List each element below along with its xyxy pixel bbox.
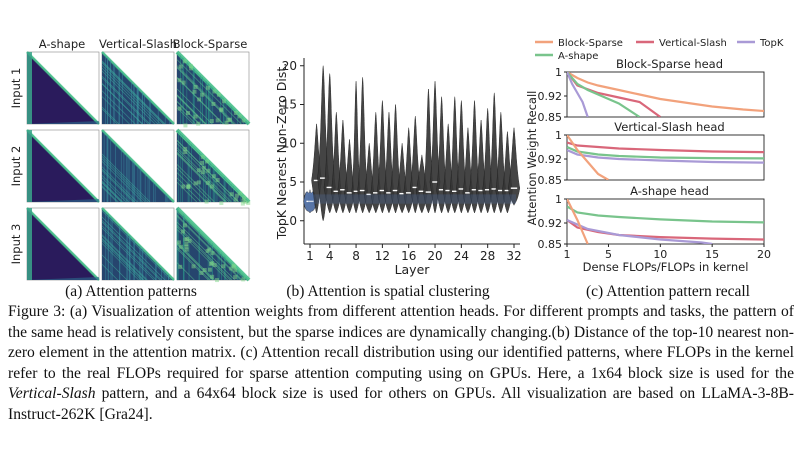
legend-label-a-shape: A-shape	[558, 51, 598, 62]
x-tick-label: 32	[506, 249, 521, 263]
x-tick-label: 20	[427, 249, 442, 263]
heatmap-r3-c3	[175, 206, 251, 283]
y-tick-label: 1	[555, 193, 562, 206]
violin-layer-9	[357, 77, 368, 214]
heatmap-r1-c3	[175, 50, 251, 128]
y-tick-label: 0.85	[538, 111, 563, 124]
x-tick-label: 28	[480, 249, 495, 263]
x-tick-label: 1	[564, 248, 571, 261]
series-topk	[567, 148, 764, 164]
subcaption-a: (a) Attention patterns	[65, 283, 197, 300]
col-label-1: A-shape	[39, 37, 85, 51]
subplot-title: Vertical-Slash head	[614, 120, 724, 134]
caption-italic: Vertical-Slash	[8, 385, 96, 403]
series-topk	[567, 218, 713, 244]
panel-b-violin-chart: 0 5 10 15 20 1 4 8 12 16 20 24 28 32 Layer TopK Nearest…	[274, 58, 522, 277]
heatmap-r1-c1	[26, 51, 100, 125]
x-tick-label: 5	[605, 248, 612, 261]
recall-subplot-3: A-shape head 0.85 0.92 1	[538, 184, 765, 251]
legend-label-vertical-slash: Vertical-Slash	[659, 38, 727, 49]
heatmap-r3-c1	[26, 207, 100, 281]
subcaption-c: (c) Attention pattern recall	[586, 283, 750, 300]
y-tick-label: 0.85	[538, 174, 563, 187]
recall-subplot-1: Block-Sparse head 0.85 0.92 1	[538, 57, 765, 124]
series-a-shape	[567, 72, 641, 117]
heatmap-r3-c2	[101, 207, 175, 281]
y-tick-label: 0.92	[538, 90, 563, 103]
col-label-2: Vertical-Slash	[99, 37, 177, 51]
series-topk	[567, 72, 589, 117]
row-label-1: Input 1	[9, 68, 23, 109]
lower-density-band	[308, 194, 516, 204]
heatmap-r2-c1	[26, 129, 100, 203]
row-label-2: Input 2	[9, 146, 23, 187]
panel-c-recall-chart: Block-Sparse Vertical-Slash TopKA-shapeBlo…	[525, 38, 784, 274]
x-tick-label: 12	[375, 249, 390, 263]
y-tick-label: 20	[282, 59, 297, 73]
x-tick-label: 16	[401, 249, 416, 263]
row-label-3: Input 3	[9, 224, 23, 265]
y-tick-label: 1	[555, 129, 562, 142]
y-tick-label: 0	[289, 214, 297, 228]
violin-layer-8	[351, 81, 361, 214]
y-tick-label: 10	[282, 136, 297, 150]
series-vertical-slash	[567, 141, 764, 154]
y-tick-label: 5	[289, 175, 297, 189]
series-a-shape	[567, 205, 764, 224]
col-label-3: Block-Sparse	[173, 37, 248, 51]
subcaption-b: (b) Attention is spatial clustering	[286, 283, 489, 300]
y-tick-label: 15	[282, 98, 297, 112]
y-axis-label: Attention Weight Recall	[525, 91, 539, 226]
legend-label-topk: TopK	[759, 38, 784, 49]
caption-text-1: Figure 3: (a) Visualization of attention…	[8, 303, 794, 382]
legend-label-block-sparse: Block-Sparse	[558, 38, 623, 49]
y-tick-label: 1	[555, 66, 562, 79]
x-tick-label: 1	[306, 249, 314, 263]
caption-text-2: pattern, and a 64x64 block size is used …	[8, 385, 794, 423]
subplot-title: A-shape head	[630, 184, 709, 198]
x-tick-label: 15	[705, 248, 719, 261]
figure-caption: Figure 3: (a) Visualization of attention…	[8, 302, 794, 426]
y-tick-label: 0.85	[538, 238, 563, 251]
x-axis-label: Dense FLOPs/FLOPs in kernel	[583, 260, 749, 274]
legend: Block-Sparse Vertical-Slash TopK A-shape	[535, 38, 784, 62]
subplot-title: Block-Sparse head	[616, 57, 723, 71]
violin-layer-32	[507, 127, 521, 206]
x-tick-label: 8	[352, 249, 360, 263]
x-tick-label: 20	[757, 248, 771, 261]
y-tick-label: 0.92	[538, 153, 563, 166]
y-axis-label: TopK Nearest Non-Zero Dist.	[274, 63, 289, 241]
heatmap-r2-c3	[175, 128, 251, 206]
x-tick-label: 10	[653, 248, 667, 261]
y-tick-label: 0.92	[538, 217, 563, 230]
heatmap-r2-c2	[101, 129, 175, 203]
series-block-sparse	[567, 135, 610, 180]
x-tick-label: 24	[454, 249, 469, 263]
series-vertical-slash	[567, 72, 661, 117]
recall-subplot-2: Vertical-Slash head 0.85 0.92 1	[538, 120, 765, 187]
x-axis-label: Layer	[395, 262, 431, 277]
heatmap-r1-c2	[101, 51, 175, 125]
series-block-sparse	[567, 199, 589, 244]
x-tick-label: 4	[326, 249, 334, 263]
series-block-sparse	[567, 72, 764, 113]
subplot-frame	[566, 71, 765, 118]
